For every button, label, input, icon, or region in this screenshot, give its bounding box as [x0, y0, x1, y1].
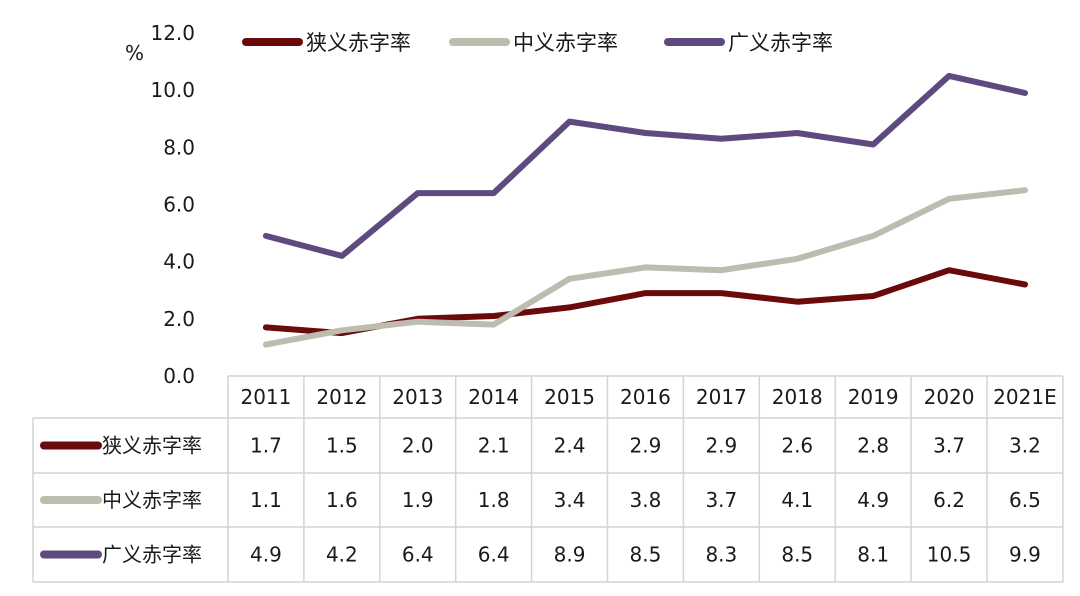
table-cell: 2.4 — [554, 434, 586, 458]
x-category-label: 2013 — [392, 385, 443, 409]
table-cell: 8.1 — [857, 543, 889, 567]
x-category-label: 2011 — [240, 385, 291, 409]
table-cell: 8.3 — [705, 543, 737, 567]
y-tick-label: 10.0 — [150, 78, 195, 102]
table-cell: 2.8 — [857, 434, 889, 458]
table-cell: 10.5 — [927, 543, 972, 567]
table-cell: 3.7 — [705, 488, 737, 512]
table-cell: 1.6 — [326, 488, 358, 512]
table-cell: 6.5 — [1009, 488, 1041, 512]
y-tick-label: 12.0 — [150, 21, 195, 45]
x-category-label: 2017 — [696, 385, 747, 409]
legend: 狭义赤字率 中义赤字率 广义赤字率 — [242, 31, 833, 55]
table-cell: 8.5 — [630, 543, 662, 567]
table-cell: 2.9 — [630, 434, 662, 458]
x-category-label: 2014 — [468, 385, 519, 409]
table-cell: 3.8 — [630, 488, 662, 512]
table-cell: 8.9 — [554, 543, 586, 567]
data-table: 2011 2012 2013 2014 2015 2016 2017 2018 2019 2020… — [32, 375, 1064, 583]
table-cell: 1.8 — [478, 488, 510, 512]
table-cell: 3.2 — [1009, 434, 1041, 458]
table-cell: 4.9 — [250, 543, 282, 567]
table-cell: 1.7 — [250, 434, 282, 458]
x-category-label: 2015 — [544, 385, 595, 409]
legend-label-2: 中义赤字率 — [513, 31, 618, 55]
x-category-label: 2016 — [620, 385, 671, 409]
x-category-label: 2021E — [993, 385, 1057, 409]
table-cell: 8.5 — [781, 543, 813, 567]
x-category-label: 2020 — [924, 385, 975, 409]
table-cell: 4.9 — [857, 488, 889, 512]
table-cell: 4.2 — [326, 543, 358, 567]
legend-label-1: 狭义赤字率 — [306, 31, 411, 55]
table-cell: 1.5 — [326, 434, 358, 458]
y-tick-label: 4.0 — [163, 250, 195, 274]
table-cell: 3.4 — [554, 488, 586, 512]
table-cell: 2.9 — [705, 434, 737, 458]
y-tick-label: 2.0 — [163, 307, 195, 331]
table-cell: 2.1 — [478, 434, 510, 458]
y-axis-unit: % — [125, 41, 144, 65]
table-row-label-1: 狭义赤字率 — [102, 434, 202, 458]
table-cell: 9.9 — [1009, 543, 1041, 567]
table-cell: 6.2 — [933, 488, 965, 512]
series-line-3 — [262, 72, 1028, 259]
legend-label-3: 广义赤字率 — [728, 31, 833, 55]
plot-lines — [262, 72, 1028, 348]
y-axis: % 0.0 2.0 4.0 6.0 8.0 10.0 12.0 — [125, 21, 195, 388]
table-cell: 6.4 — [402, 543, 434, 567]
table-cell: 4.1 — [781, 488, 813, 512]
table-row-label-2: 中义赤字率 — [102, 488, 202, 512]
table-cell: 1.9 — [402, 488, 434, 512]
table-cell: 2.0 — [402, 434, 434, 458]
table-cell: 2.6 — [781, 434, 813, 458]
table-cell: 6.4 — [478, 543, 510, 567]
series-line-2 — [262, 187, 1028, 348]
x-category-label: 2012 — [316, 385, 367, 409]
y-tick-label: 8.0 — [163, 135, 195, 159]
table-cell: 1.1 — [250, 488, 282, 512]
x-category-label: 2019 — [848, 385, 899, 409]
x-category-label: 2018 — [772, 385, 823, 409]
y-tick-label: 0.0 — [163, 364, 195, 388]
y-tick-label: 6.0 — [163, 193, 195, 217]
table-row-label-3: 广义赤字率 — [102, 543, 202, 567]
table-cell: 3.7 — [933, 434, 965, 458]
